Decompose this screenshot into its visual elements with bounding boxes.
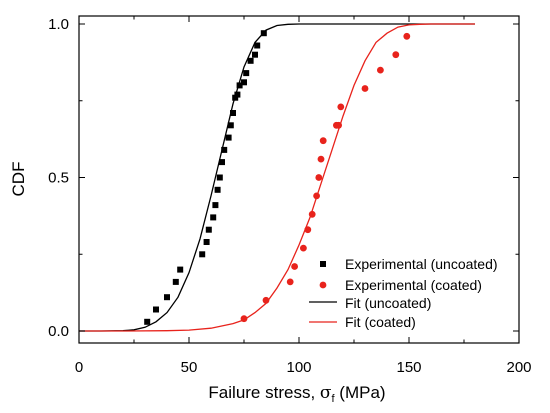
tick-labels: 0 50 100 150 200 0.0 0.5 1.0 (48, 16, 531, 376)
data-point-uncoated (254, 42, 261, 49)
x-tick-label: 50 (181, 359, 198, 376)
data-point-uncoated (164, 294, 170, 301)
data-point-coated (291, 263, 298, 270)
x-tick-label: 200 (506, 359, 531, 376)
data-point-coated (392, 51, 400, 59)
x-axis-title: Failure stress, σf (MPa) (208, 383, 385, 405)
data-point-uncoated (153, 306, 159, 313)
legend: Experimental (uncoated) Experimental (co… (309, 256, 498, 330)
legend-label-coated-exp: Experimental (coated) (345, 277, 482, 293)
data-point-uncoated (236, 82, 243, 89)
legend-marker-coated (319, 281, 327, 289)
data-point-coated (300, 244, 307, 252)
fit-curve-2 (79, 23, 475, 332)
data-point-uncoated (247, 57, 254, 64)
data-point-uncoated (232, 94, 239, 101)
data-point-uncoated (225, 134, 232, 141)
data-point-coated (313, 192, 320, 200)
data-point-uncoated (241, 79, 247, 86)
data-point-uncoated (199, 251, 206, 258)
plot-lines (79, 23, 475, 332)
axis-ticks (78, 16, 520, 343)
legend-marker-uncoated (320, 261, 326, 267)
legend-label-uncoated-exp: Experimental (uncoated) (345, 256, 498, 272)
x-tick-label: 150 (396, 359, 421, 376)
data-point-uncoated (210, 214, 217, 221)
x-axis-title-unit: (MPa) (335, 383, 386, 402)
y-tick-label: 1.0 (48, 16, 69, 33)
data-point-uncoated (212, 202, 219, 209)
data-point-coated (319, 137, 327, 145)
data-point-uncoated (177, 266, 184, 273)
data-point-coated (262, 296, 270, 304)
fit-curve-3 (79, 23, 475, 332)
x-axis-title-subscript: f (332, 393, 336, 405)
data-point-uncoated (216, 174, 223, 181)
y-tick-label: 0.0 (48, 323, 69, 340)
data-point-uncoated (243, 70, 250, 77)
x-axis-title-symbol: σ (320, 383, 332, 403)
data-point-coated (304, 226, 312, 234)
y-tick-label: 0.5 (48, 170, 69, 187)
plot-points (144, 30, 411, 325)
data-point-coated (403, 32, 411, 40)
x-axis-title-main: Failure stress, (208, 383, 319, 402)
data-point-uncoated (260, 30, 267, 37)
data-point-uncoated (227, 122, 234, 129)
data-point-coated (308, 210, 316, 218)
x-tick-label: 100 (286, 359, 311, 376)
x-tick-label: 0 (75, 359, 83, 376)
data-point-uncoated (203, 239, 210, 245)
data-point-uncoated (172, 278, 179, 285)
data-point-uncoated (252, 51, 258, 58)
data-point-coated (286, 278, 294, 286)
data-point-uncoated (214, 186, 221, 193)
data-point-coated (337, 103, 345, 111)
plot-frame (78, 15, 520, 344)
data-point-uncoated (144, 318, 151, 325)
data-point-uncoated (230, 110, 236, 116)
data-point-uncoated (221, 146, 228, 153)
data-point-coated (335, 121, 342, 129)
data-point-uncoated (234, 91, 241, 98)
data-point-coated (240, 315, 248, 323)
legend-label-uncoated-fit: Fit (uncoated) (345, 295, 431, 311)
data-point-coated (361, 85, 369, 92)
y-axis-title: CDF (9, 162, 28, 197)
data-point-coated (377, 66, 384, 74)
data-point-uncoated (205, 226, 212, 233)
legend-label-coated-fit: Fit (coated) (345, 314, 416, 330)
data-point-uncoated (219, 159, 225, 166)
data-point-coated (315, 174, 323, 181)
data-point-coated (317, 155, 325, 163)
